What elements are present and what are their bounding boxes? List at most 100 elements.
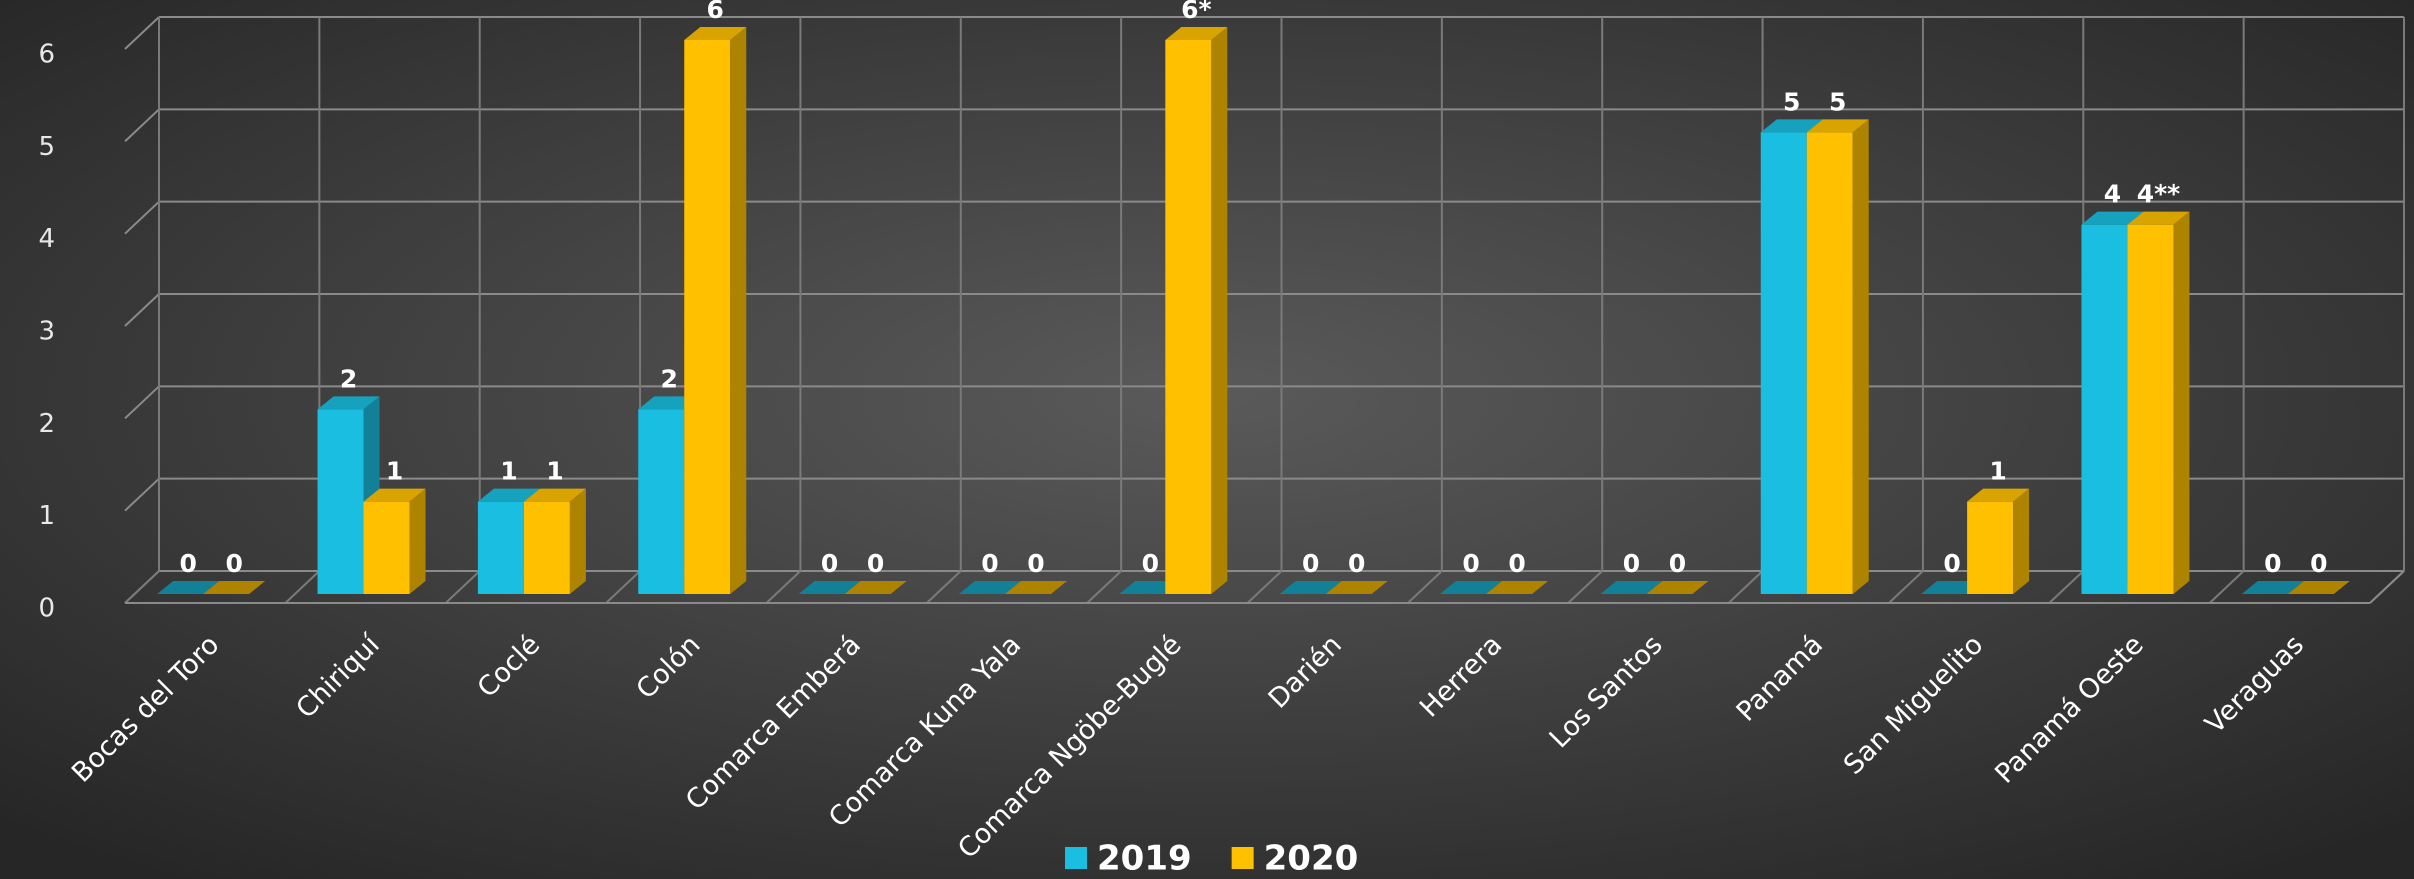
- value-label: 4: [2104, 180, 2121, 209]
- value-label: 0: [225, 549, 242, 578]
- value-label: 1: [386, 457, 403, 486]
- y-tick-label: 4: [38, 224, 55, 254]
- bar-top: [684, 27, 747, 40]
- grid-side: [124, 385, 160, 420]
- value-label: 4**: [2137, 180, 2181, 209]
- floor-line: [1407, 570, 1443, 604]
- bar-top: [798, 581, 861, 594]
- bar-top: [1760, 119, 1823, 133]
- bar-top: [1486, 581, 1549, 594]
- bar: [317, 396, 380, 594]
- floor-line: [2208, 570, 2245, 604]
- bar-front: [2081, 224, 2128, 594]
- bar-top: [157, 581, 220, 594]
- value-label: 0: [1348, 549, 1365, 578]
- floor-line: [2048, 570, 2084, 604]
- bar-side: [1852, 119, 1869, 594]
- bar: [958, 581, 1021, 594]
- grid-side: [124, 477, 160, 512]
- bar-front: [523, 501, 570, 594]
- bar-side: [2013, 488, 2030, 594]
- y-tick-label: 1: [38, 501, 55, 531]
- value-label: 0: [2264, 549, 2281, 578]
- bar-front: [638, 409, 685, 594]
- bar: [1646, 581, 1709, 594]
- value-label: 0: [179, 549, 196, 578]
- bar-top: [523, 488, 586, 502]
- bar-front: [363, 501, 410, 594]
- bar-top: [2127, 211, 2190, 225]
- bar: [157, 581, 220, 594]
- bar-front: [1760, 132, 1807, 595]
- grid-side: [124, 200, 160, 235]
- bar: [2127, 211, 2190, 594]
- value-label: 0: [1669, 549, 1686, 578]
- bar-front: [684, 40, 731, 594]
- bar-top: [1325, 581, 1388, 594]
- bar: [2287, 581, 2350, 594]
- bar: [798, 581, 861, 594]
- value-label: 2: [340, 364, 357, 393]
- bar: [523, 488, 586, 594]
- bar-side: [730, 27, 747, 594]
- bar: [1325, 581, 1388, 594]
- grid-side: [124, 293, 160, 327]
- bar-side: [409, 488, 426, 594]
- bar: [1806, 119, 1869, 595]
- value-label: 0: [1302, 549, 1319, 578]
- value-label: 2: [661, 364, 678, 393]
- bar-top: [203, 581, 266, 594]
- bar-top: [1646, 581, 1709, 594]
- bar-side: [569, 488, 586, 594]
- legend-label: 2020: [1264, 839, 1359, 879]
- bar-top: [477, 488, 540, 502]
- bar: [1967, 488, 2030, 594]
- bar-top: [958, 581, 1021, 594]
- bar: [363, 488, 426, 594]
- value-label: 0: [1943, 549, 1960, 578]
- floor-right: [2369, 570, 2405, 604]
- bar: [844, 581, 907, 594]
- floor-line: [445, 570, 481, 604]
- value-label: 0: [1462, 549, 1479, 578]
- value-label: 0: [1027, 549, 1044, 578]
- y-tick-label: 0: [38, 594, 55, 624]
- bar-top: [1967, 488, 2030, 502]
- value-label: 5: [1829, 87, 1846, 116]
- floor-line: [1567, 570, 1603, 604]
- bar: [684, 27, 747, 594]
- bar: [1600, 581, 1663, 594]
- bar: [1165, 27, 1228, 594]
- value-label: 0: [1508, 549, 1525, 578]
- y-tick-label: 6: [38, 40, 55, 70]
- y-tick-label: 2: [38, 409, 55, 439]
- floor-line: [926, 570, 962, 604]
- grid-side: [124, 16, 160, 50]
- bar-front: [1806, 132, 1853, 595]
- bar-side: [2173, 211, 2190, 594]
- legend-label: 2019: [1097, 839, 1192, 879]
- bar: [1440, 581, 1503, 594]
- value-label: 1: [500, 457, 517, 486]
- grid-side: [124, 108, 160, 143]
- floor-line: [284, 570, 321, 604]
- value-label: 1: [546, 457, 563, 486]
- floor-line: [1086, 570, 1122, 604]
- floor-line: [1888, 570, 1924, 604]
- bar-side: [1211, 27, 1228, 594]
- bar: [1004, 581, 1067, 594]
- bar-front: [1165, 40, 1212, 594]
- value-label: 0: [867, 549, 884, 578]
- value-label: 0: [2310, 549, 2327, 578]
- bar: [1486, 581, 1549, 594]
- bar-top: [1279, 581, 1342, 594]
- bar-top: [1600, 581, 1663, 594]
- value-label: 0: [821, 549, 838, 578]
- bar-top: [2241, 581, 2304, 594]
- bar-front: [317, 409, 364, 594]
- floor-line: [605, 570, 641, 604]
- bar-top: [1806, 119, 1869, 133]
- value-label: 1: [1989, 457, 2006, 486]
- bar-top: [2081, 211, 2144, 225]
